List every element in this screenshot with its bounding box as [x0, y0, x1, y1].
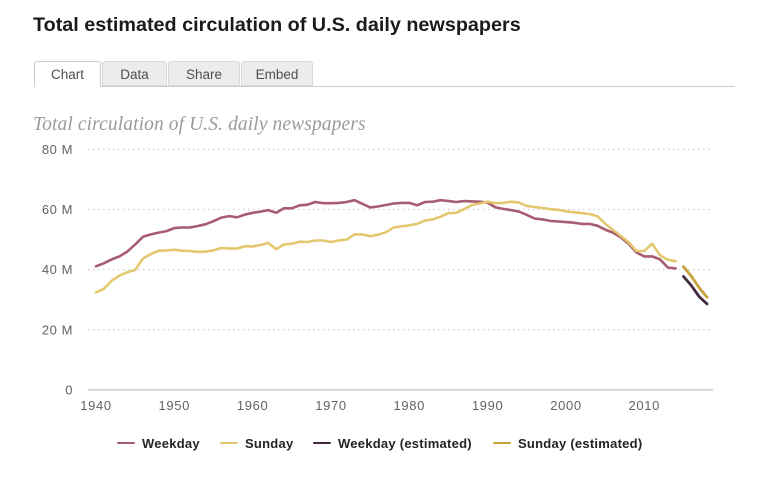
svg-text:0: 0	[65, 382, 73, 397]
svg-text:20 M: 20 M	[42, 322, 73, 337]
svg-text:60 M: 60 M	[42, 202, 73, 217]
svg-text:2000: 2000	[550, 398, 582, 413]
svg-text:1990: 1990	[472, 398, 504, 413]
svg-text:1950: 1950	[159, 398, 191, 413]
svg-text:40 M: 40 M	[42, 262, 73, 277]
svg-text:1960: 1960	[237, 398, 269, 413]
svg-text:1980: 1980	[394, 398, 426, 413]
svg-text:1940: 1940	[80, 398, 112, 413]
svg-text:2010: 2010	[629, 398, 661, 413]
svg-text:80 M: 80 M	[42, 142, 73, 157]
svg-text:1970: 1970	[315, 398, 347, 413]
